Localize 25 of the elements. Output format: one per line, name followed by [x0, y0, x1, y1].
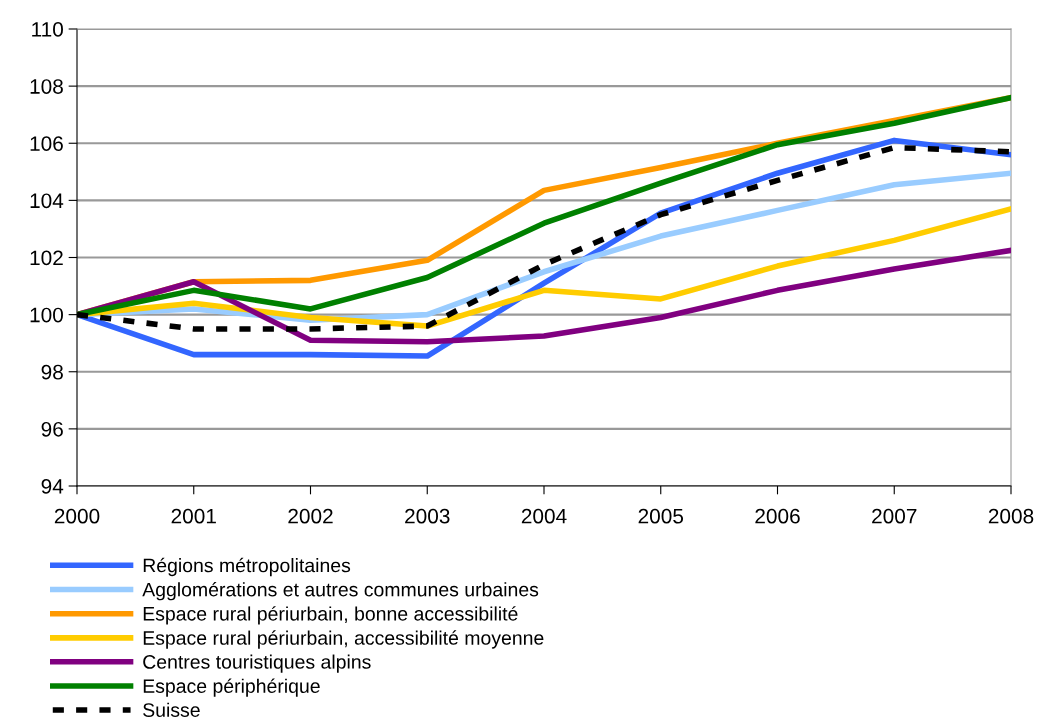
- y-tick-label: 94: [41, 479, 64, 494]
- x-tick-label: 2000: [54, 508, 100, 524]
- legend-label: Espace rural périurbain, accessibilité moyenne: [143, 630, 544, 649]
- legend-label: Espace rural périurbain, bonne accessibilité: [143, 606, 518, 625]
- legend-label: Espace périphérique: [143, 678, 320, 697]
- y-tick-label: 102: [30, 250, 63, 266]
- y-tick-label: 110: [32, 22, 63, 37]
- y-tick-label: 104: [30, 193, 64, 209]
- x-tick-label: 2005: [638, 508, 684, 524]
- y-tick-label: 98: [41, 364, 63, 380]
- y-tick-label: 108: [30, 79, 63, 94]
- legend-label: Régions métropolitaines: [143, 557, 351, 577]
- legend-label: Centres touristiques alpins: [143, 654, 371, 673]
- x-tick-label: 2003: [405, 508, 450, 524]
- y-tick-label: 96: [41, 421, 63, 437]
- legend-label: Agglomérations et autres communes urbaines: [142, 581, 539, 601]
- x-tick-label: 2004: [521, 508, 567, 524]
- x-tick-label: 2002: [288, 508, 333, 524]
- x-tick-label: 2006: [755, 508, 800, 524]
- y-tick-label: 106: [30, 136, 63, 151]
- x-tick-label: 2008: [988, 508, 1034, 524]
- x-tick-label: 2007: [872, 508, 917, 524]
- x-tick-label: 2001: [171, 508, 216, 524]
- legend-label: Suisse: [143, 702, 200, 717]
- y-tick-label: 100: [30, 307, 63, 323]
